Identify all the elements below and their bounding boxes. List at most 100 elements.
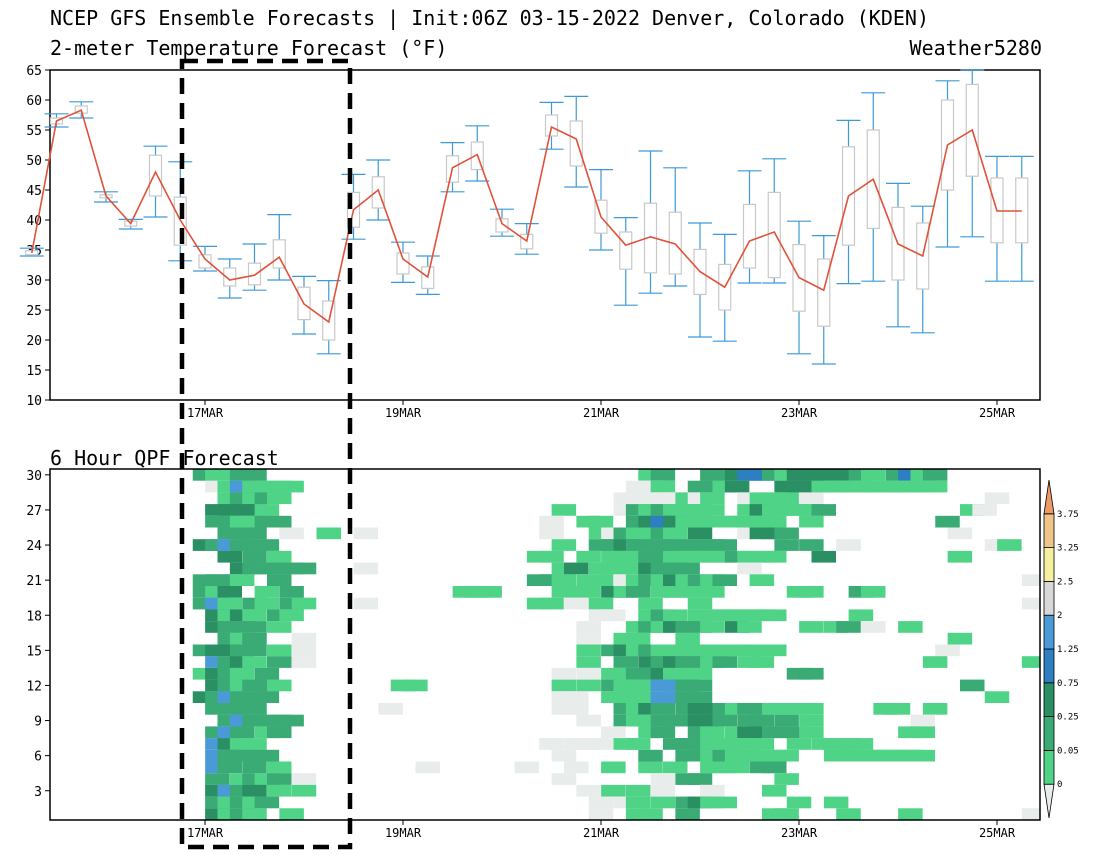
qpf-cell <box>229 515 255 528</box>
qpf-plot-frame <box>49 468 1041 821</box>
qpf-cell <box>613 492 638 505</box>
box <box>247 262 262 286</box>
qpf-cell <box>848 586 874 598</box>
qpf-cell <box>799 515 824 528</box>
qpf-cell <box>588 609 614 622</box>
qpf-cell <box>984 539 1010 551</box>
qpf-cell <box>613 738 638 750</box>
qpf-cell <box>217 492 242 505</box>
qpf-cell <box>675 691 700 703</box>
qpf-panel-title: 6 Hour QPF Forecast <box>50 446 279 470</box>
qpf-cell <box>254 691 280 703</box>
qpf-cell <box>687 586 713 598</box>
highlight-box <box>179 58 353 850</box>
qpf-cell <box>625 738 651 750</box>
qpf-cell <box>254 504 280 516</box>
qpf-cell <box>229 726 255 739</box>
y-tick-label: 6 <box>34 750 42 765</box>
qpf-cell <box>613 679 638 692</box>
qpf-cell <box>205 515 230 528</box>
qpf-cell <box>267 621 292 633</box>
qpf-cell <box>217 632 242 645</box>
qpf-cell <box>588 808 614 820</box>
qpf-cell <box>861 469 886 481</box>
colorbar-segment <box>1043 581 1055 616</box>
qpf-cell <box>650 480 676 493</box>
box <box>396 252 410 275</box>
qpf-cell <box>663 562 688 575</box>
qpf-cell <box>774 773 799 785</box>
qpf-cell <box>675 796 700 809</box>
qpf-cell <box>242 632 267 645</box>
qpf-cell <box>588 796 614 809</box>
qpf-cell <box>786 726 812 739</box>
qpf-cell <box>786 469 812 481</box>
qpf-cell <box>762 527 787 540</box>
x-tick-label: 21MAR <box>583 406 620 420</box>
qpf-cell <box>749 550 775 563</box>
qpf-cell <box>205 691 230 703</box>
brand-label: Weather5280 <box>910 36 1042 60</box>
qpf-cell <box>774 749 799 762</box>
qpf-cell <box>799 539 824 551</box>
qpf-cell <box>724 726 750 739</box>
qpf-cell <box>353 597 379 610</box>
qpf-cell <box>242 504 267 516</box>
qpf-cell <box>638 621 663 633</box>
qpf-cell <box>254 749 280 762</box>
qpf-cell <box>576 515 601 528</box>
qpf-cell <box>700 644 725 657</box>
qpf-cell <box>650 644 676 657</box>
qpf-cell <box>1021 656 1040 668</box>
qpf-cell <box>675 703 700 715</box>
qpf-cell <box>811 550 836 563</box>
qpf-cell <box>229 492 255 505</box>
x-tick-label: 17MAR <box>187 406 224 420</box>
box <box>544 114 559 137</box>
qpf-cell <box>192 539 218 551</box>
qpf-cell <box>601 667 626 680</box>
qpf-cell <box>613 562 638 575</box>
qpf-cell <box>687 597 713 610</box>
qpf-cell <box>625 667 651 680</box>
qpf-cell <box>564 691 589 703</box>
qpf-cell <box>762 550 787 563</box>
qpf-cell <box>588 597 614 610</box>
qpf-cell <box>663 714 688 727</box>
qpf-cell <box>724 761 750 774</box>
qpf-cell <box>588 515 614 528</box>
qpf-cell <box>638 527 663 540</box>
qpf-cell <box>737 714 762 727</box>
qpf-cell <box>601 586 626 598</box>
qpf-cell <box>737 609 762 622</box>
qpf-cell <box>254 714 280 727</box>
qpf-cell <box>712 714 737 727</box>
qpf-cell <box>799 469 824 481</box>
qpf-cell <box>650 562 676 575</box>
qpf-cell <box>217 469 242 481</box>
qpf-cell <box>551 562 577 575</box>
qpf-cell <box>601 609 626 622</box>
qpf-cell <box>242 679 267 692</box>
qpf-cell <box>700 621 725 633</box>
qpf-cell <box>737 656 762 668</box>
qpf-cell <box>267 726 292 739</box>
qpf-cell <box>947 632 973 645</box>
y-tick-label: 55 <box>26 124 42 139</box>
qpf-cell <box>873 480 898 493</box>
qpf-cell <box>786 703 812 715</box>
qpf-cell <box>242 656 267 668</box>
qpf-cell <box>576 644 601 657</box>
qpf-cell <box>898 808 923 820</box>
qpf-cell <box>638 726 663 739</box>
qpf-cell <box>551 574 577 586</box>
qpf-cell <box>724 738 750 750</box>
qpf-cell <box>650 574 676 586</box>
qpf-cell <box>217 738 242 750</box>
colorbar-tick-label: 0.75 <box>1057 679 1079 689</box>
qpf-cell <box>205 667 230 680</box>
qpf-cell <box>229 691 255 703</box>
qpf-cell <box>625 703 651 715</box>
qpf-cell <box>242 492 267 505</box>
qpf-cell <box>1021 597 1040 610</box>
